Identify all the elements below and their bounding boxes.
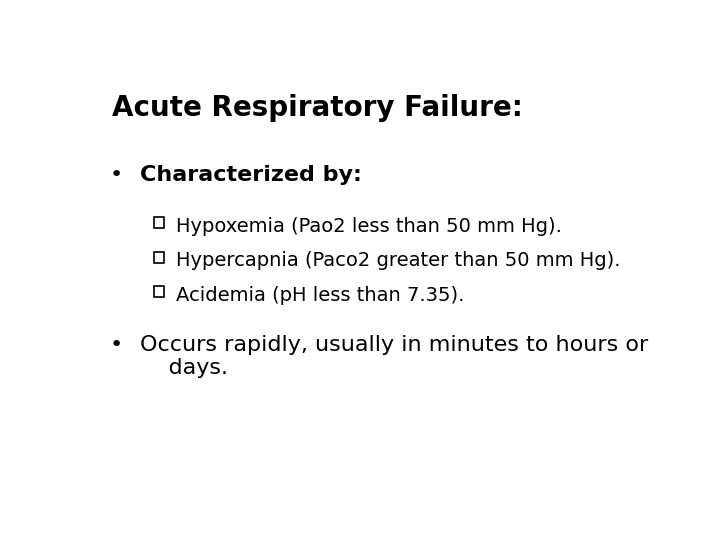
- FancyBboxPatch shape: [154, 217, 164, 228]
- Text: Acidemia (pH less than 7.35).: Acidemia (pH less than 7.35).: [176, 286, 465, 305]
- Text: Hypoxemia (Pao2 less than 50 mm Hg).: Hypoxemia (Pao2 less than 50 mm Hg).: [176, 217, 562, 235]
- FancyBboxPatch shape: [154, 252, 164, 263]
- Text: Hypercapnia (Paco2 greater than 50 mm Hg).: Hypercapnia (Paco2 greater than 50 mm Hg…: [176, 251, 621, 270]
- Text: Acute Respiratory Failure:: Acute Respiratory Failure:: [112, 94, 523, 122]
- Text: •: •: [109, 165, 123, 185]
- Text: Characterized by:: Characterized by:: [140, 165, 362, 185]
- Text: Occurs rapidly, usually in minutes to hours or
    days.: Occurs rapidly, usually in minutes to ho…: [140, 335, 649, 378]
- Text: •: •: [109, 335, 123, 355]
- FancyBboxPatch shape: [154, 286, 164, 298]
